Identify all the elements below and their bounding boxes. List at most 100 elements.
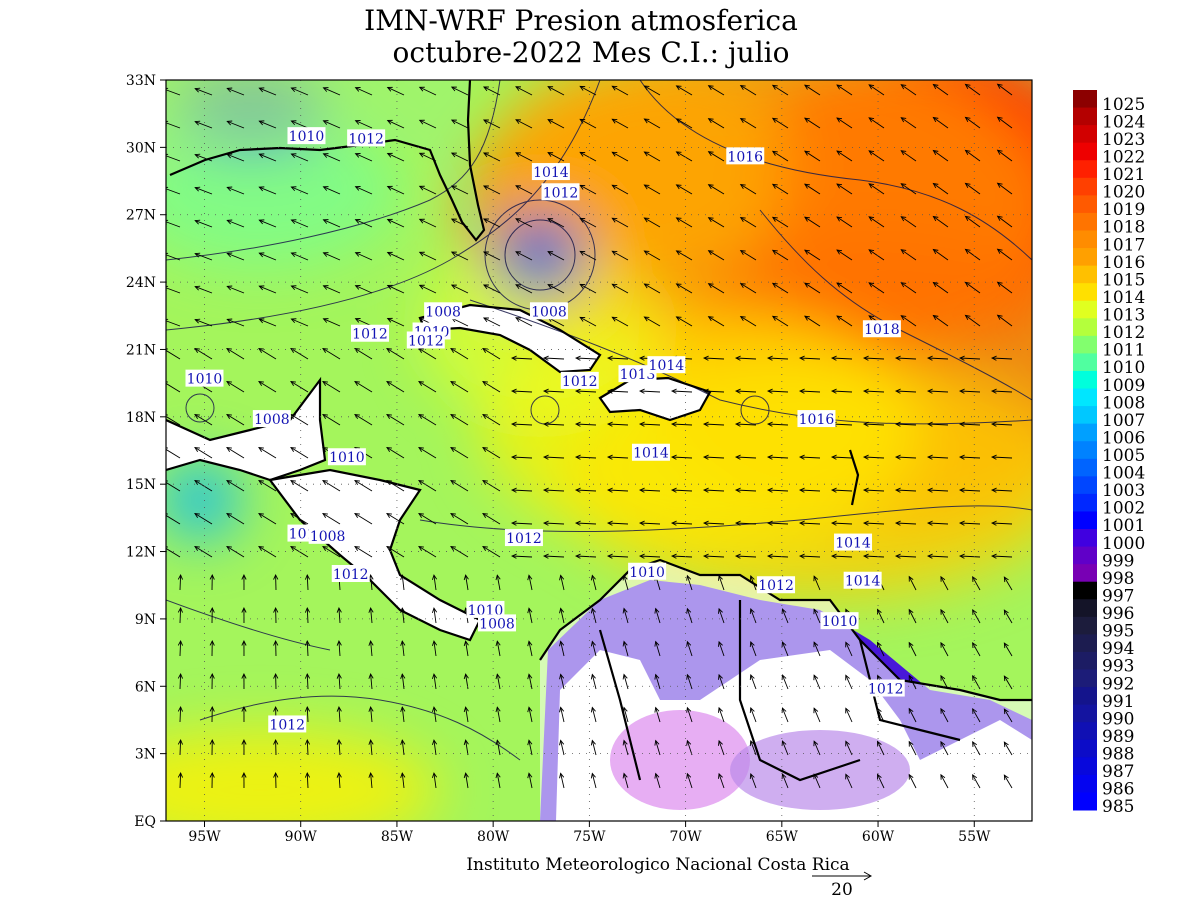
isobar-label-text: 1016 [799, 412, 835, 428]
isobar-label: 1010 [185, 370, 223, 388]
isobar-label: 1012 [268, 715, 306, 733]
isobar-label: 1014 [834, 534, 872, 552]
isobar-label: 1018 [863, 320, 901, 338]
colorbar-swatch [1073, 178, 1097, 196]
colorbar-swatch [1073, 529, 1097, 547]
lat-tick-label: 15N [126, 477, 156, 493]
lon-tick-label: 60W [862, 829, 895, 845]
isobar-label-text: 1010 [187, 372, 223, 388]
isobar-label: 1014 [844, 572, 882, 590]
colorbar-swatch [1073, 582, 1097, 600]
institution-credit: Instituto Meteorologico Nacional Costa R… [466, 855, 849, 875]
colorbar-swatch [1073, 757, 1097, 775]
lat-tick-label: EQ [134, 814, 156, 830]
isobar-label: 1008 [253, 410, 291, 428]
isobar-label: 1012 [542, 183, 580, 201]
lat-tick-label: 9N [135, 612, 156, 628]
isobar-label: 1016 [726, 147, 764, 165]
colorbar-swatch [1073, 389, 1097, 407]
isobar-label: 1010 [287, 127, 325, 145]
colorbar-swatch [1073, 195, 1097, 213]
lon-tick-label: 90W [285, 829, 318, 845]
colorbar-swatch [1073, 160, 1097, 178]
lat-tick-label: 24N [126, 275, 156, 291]
colorbar-label: 985 [1102, 797, 1134, 817]
isobar-label-text: 1008 [425, 304, 461, 320]
colorbar-swatch [1073, 775, 1097, 793]
isobar-label-text: 1012 [758, 578, 794, 594]
isobar-label-text: 1014 [835, 536, 871, 552]
isobar-label-text: 1010 [629, 565, 665, 581]
colorbar-swatch [1073, 283, 1097, 301]
isobar-label: 1012 [505, 529, 543, 547]
lon-tick-label: 85W [381, 829, 414, 845]
colorbar-swatch [1073, 230, 1097, 248]
colorbar-swatch [1073, 371, 1097, 389]
colorbar-swatch [1073, 740, 1097, 758]
isobar-label: 1016 [797, 410, 835, 428]
isobar-label-text: 1012 [543, 185, 579, 201]
colorbar-swatch [1073, 441, 1097, 459]
colorbar-swatch [1073, 652, 1097, 670]
isobar-label: 1010 [328, 448, 366, 466]
lat-tick-label: 3N [135, 747, 156, 763]
lat-tick-label: 30N [126, 140, 156, 156]
colorbar-swatch [1073, 476, 1097, 494]
isobar-label-text: 1014 [845, 574, 881, 590]
isobar-label: 1014 [632, 444, 670, 462]
colorbar-swatch [1073, 511, 1097, 529]
colorbar-swatch [1073, 301, 1097, 319]
isobar-label: 1008 [478, 614, 516, 632]
isobar-label-text: 1010 [822, 614, 858, 630]
isobar-label-text: 1012 [408, 333, 444, 349]
colorbar-swatch [1073, 547, 1097, 565]
isobar-label: 1008 [309, 527, 347, 545]
lon-tick-label: 70W [669, 829, 702, 845]
isobar-label-text: 1008 [531, 304, 567, 320]
isobar-label-text: 1012 [352, 327, 388, 343]
colorbar-swatch [1073, 143, 1097, 161]
isobar-label: 1012 [561, 372, 599, 390]
isobar-label: 1008 [424, 302, 462, 320]
colorbar-swatch [1073, 599, 1097, 617]
colorbar-swatch [1073, 705, 1097, 723]
colorbar-swatch [1073, 670, 1097, 688]
isobar-label-text: 1010 [289, 129, 325, 145]
colorbar-swatch [1073, 634, 1097, 652]
isobar-label-text: 1012 [348, 131, 384, 147]
isobar-label-text: 1012 [269, 717, 305, 733]
lon-tick-label: 80W [477, 829, 510, 845]
colorbar-swatch [1073, 424, 1097, 442]
isobar-label-text: 1018 [864, 322, 900, 338]
isobar-label-text: 1016 [727, 149, 763, 165]
lat-tick-label: 33N [126, 73, 156, 89]
colorbar-swatch [1073, 617, 1097, 635]
isobar-label-text: 1012 [562, 374, 598, 390]
isobar-label: 1014 [647, 356, 685, 374]
isobar-label: 1010 [821, 612, 859, 630]
lon-tick-label: 55W [958, 829, 991, 845]
isobar-label: 1012 [757, 576, 795, 594]
colorbar-swatch [1073, 266, 1097, 284]
pressure-colorbar: 1025102410231022102110201019101810171016… [1073, 90, 1145, 817]
isobar-label-text: 1014 [633, 446, 669, 462]
colorbar-swatch [1073, 318, 1097, 336]
isobar-label-text: 1014 [533, 165, 569, 181]
colorbar-swatch [1073, 90, 1097, 108]
isobar-label: 1012 [867, 680, 905, 698]
colorbar-swatch [1073, 564, 1097, 582]
isobar-label: 1012 [407, 331, 445, 349]
isobar-label: 1012 [332, 565, 370, 583]
lon-tick-label: 75W [573, 829, 606, 845]
lat-tick-label: 18N [126, 410, 156, 426]
map-title-line2: octubre-2022 Mes C.I.: julio [393, 36, 790, 69]
colorbar-swatch [1073, 248, 1097, 266]
map-title-line1: IMN-WRF Presion atmosferica [364, 4, 798, 37]
pressure-field [80, 40, 1110, 850]
lat-tick-label: 27N [126, 208, 156, 224]
colorbar-swatch [1073, 125, 1097, 143]
colorbar-swatch [1073, 459, 1097, 477]
isobar-label-text: 1008 [479, 616, 515, 632]
reference-vector-value: 20 [831, 880, 853, 900]
